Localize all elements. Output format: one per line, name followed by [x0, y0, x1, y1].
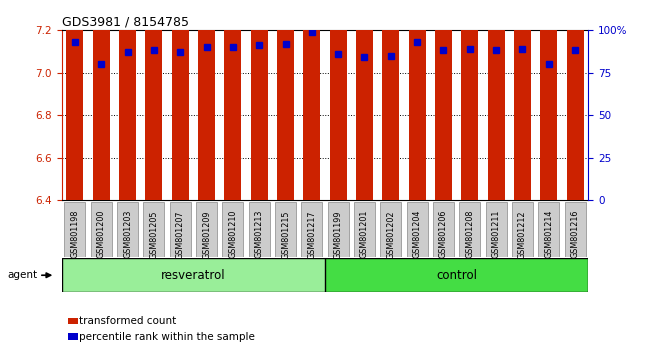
Bar — [304, 0, 320, 200]
Text: GSM801206: GSM801206 — [439, 210, 448, 258]
FancyBboxPatch shape — [62, 258, 325, 292]
Text: percentile rank within the sample: percentile rank within the sample — [79, 332, 255, 342]
FancyBboxPatch shape — [354, 202, 375, 257]
Text: GSM801201: GSM801201 — [360, 210, 369, 258]
Text: GSM801199: GSM801199 — [333, 210, 343, 258]
Text: GSM801214: GSM801214 — [544, 210, 553, 258]
Bar — [251, 0, 268, 200]
Bar — [488, 0, 504, 200]
Bar — [462, 0, 478, 200]
Bar — [540, 0, 557, 200]
FancyBboxPatch shape — [512, 202, 533, 257]
FancyBboxPatch shape — [222, 202, 243, 257]
Text: GSM801204: GSM801204 — [413, 210, 422, 258]
Bar — [330, 0, 346, 200]
FancyBboxPatch shape — [380, 202, 401, 257]
Bar — [93, 0, 110, 200]
Text: transformed count: transformed count — [79, 316, 176, 326]
Bar — [146, 0, 162, 200]
Bar — [514, 0, 531, 200]
FancyBboxPatch shape — [538, 202, 559, 257]
FancyBboxPatch shape — [196, 202, 217, 257]
Text: GSM801213: GSM801213 — [255, 210, 264, 258]
FancyBboxPatch shape — [170, 202, 190, 257]
Text: GSM801202: GSM801202 — [386, 210, 395, 258]
Text: GSM801211: GSM801211 — [491, 210, 500, 258]
FancyBboxPatch shape — [275, 202, 296, 257]
Text: GSM801205: GSM801205 — [150, 210, 159, 258]
Bar — [224, 0, 241, 200]
Text: GSM801215: GSM801215 — [281, 210, 290, 258]
FancyBboxPatch shape — [328, 202, 348, 257]
Bar — [567, 0, 584, 200]
FancyBboxPatch shape — [407, 202, 428, 257]
Text: GSM801217: GSM801217 — [307, 210, 317, 258]
FancyBboxPatch shape — [249, 202, 270, 257]
Text: GSM801210: GSM801210 — [228, 210, 237, 258]
Text: control: control — [436, 269, 477, 282]
Bar — [382, 0, 399, 200]
FancyBboxPatch shape — [91, 202, 112, 257]
FancyBboxPatch shape — [460, 202, 480, 257]
FancyBboxPatch shape — [565, 202, 586, 257]
Text: agent: agent — [8, 270, 38, 280]
FancyBboxPatch shape — [486, 202, 506, 257]
Bar — [198, 0, 215, 200]
Text: GDS3981 / 8154785: GDS3981 / 8154785 — [62, 16, 188, 29]
Text: resveratrol: resveratrol — [161, 269, 226, 282]
Text: GSM801216: GSM801216 — [571, 210, 580, 258]
Text: GSM801200: GSM801200 — [97, 210, 106, 258]
Text: GSM801209: GSM801209 — [202, 210, 211, 258]
Bar — [66, 0, 83, 200]
Text: GSM801208: GSM801208 — [465, 210, 474, 258]
Bar — [277, 0, 294, 200]
FancyBboxPatch shape — [64, 202, 85, 257]
FancyBboxPatch shape — [325, 258, 588, 292]
FancyBboxPatch shape — [302, 202, 322, 257]
FancyBboxPatch shape — [144, 202, 164, 257]
FancyBboxPatch shape — [433, 202, 454, 257]
Text: GSM801212: GSM801212 — [518, 210, 527, 258]
Bar — [119, 0, 136, 200]
Text: GSM801198: GSM801198 — [70, 210, 79, 258]
Text: GSM801203: GSM801203 — [123, 210, 132, 258]
Bar — [356, 0, 373, 200]
Bar — [172, 0, 188, 200]
Bar — [435, 0, 452, 200]
FancyBboxPatch shape — [117, 202, 138, 257]
Text: GSM801207: GSM801207 — [176, 210, 185, 258]
Bar — [409, 0, 426, 200]
